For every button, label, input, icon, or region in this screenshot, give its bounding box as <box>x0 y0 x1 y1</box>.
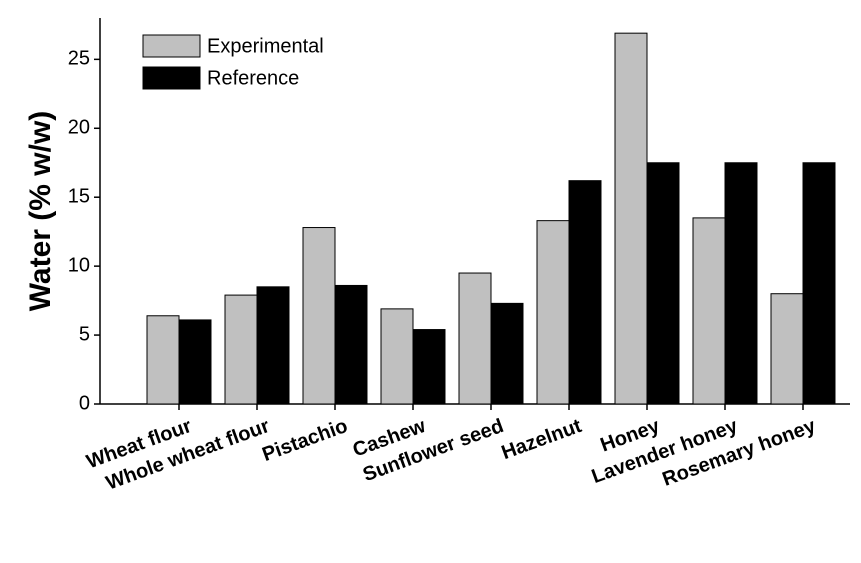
bar <box>802 162 836 405</box>
bar <box>458 272 492 405</box>
bar <box>490 302 524 405</box>
y-tick-label: 15 <box>68 185 90 207</box>
bar <box>302 227 336 405</box>
y-tick-label: 0 <box>79 392 90 414</box>
y-tick-label: 5 <box>79 323 90 345</box>
bar <box>146 315 180 405</box>
bar <box>178 319 212 405</box>
y-tick-label: 25 <box>68 48 90 70</box>
legend-swatch <box>142 34 201 58</box>
y-axis-label: Water (% w/w) <box>24 111 57 312</box>
legend-swatch <box>142 66 201 90</box>
x-tick-label: Hazelnut <box>499 415 585 464</box>
bar <box>770 293 804 405</box>
bar <box>614 32 648 405</box>
bar <box>646 162 680 405</box>
legend-label: Experimental <box>207 35 324 57</box>
x-tick-label: Pistachio <box>259 415 350 466</box>
y-tick-label: 10 <box>68 254 90 276</box>
bar <box>724 162 758 405</box>
bar <box>334 284 368 405</box>
y-tick-label: 20 <box>68 117 90 139</box>
bar <box>536 220 570 405</box>
bar <box>256 286 290 405</box>
bar <box>412 329 446 405</box>
legend-label: Reference <box>207 67 299 89</box>
bar <box>692 217 726 405</box>
bar <box>224 294 258 405</box>
bar <box>568 180 602 405</box>
bar <box>380 308 414 405</box>
